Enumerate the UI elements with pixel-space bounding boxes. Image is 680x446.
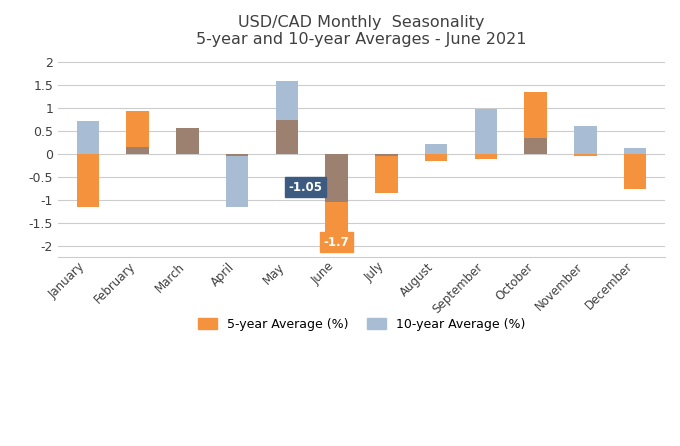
Bar bbox=[176, 128, 199, 154]
Bar bbox=[226, 154, 248, 157]
Bar bbox=[425, 144, 447, 154]
Bar bbox=[524, 92, 547, 154]
Bar bbox=[77, 154, 99, 207]
Bar bbox=[326, 154, 347, 232]
Bar bbox=[425, 154, 447, 161]
Text: -1.05: -1.05 bbox=[289, 181, 323, 194]
Bar bbox=[226, 154, 248, 207]
Bar bbox=[524, 138, 547, 154]
Text: -1.7: -1.7 bbox=[324, 235, 350, 249]
Bar bbox=[574, 126, 596, 154]
Bar bbox=[574, 154, 596, 157]
Bar bbox=[176, 128, 199, 154]
Bar bbox=[275, 120, 298, 154]
Bar bbox=[375, 154, 398, 157]
Bar bbox=[624, 154, 647, 189]
Legend: 5-year Average (%), 10-year Average (%): 5-year Average (%), 10-year Average (%) bbox=[193, 313, 530, 336]
Bar bbox=[326, 154, 347, 202]
Bar bbox=[375, 154, 398, 193]
Bar bbox=[126, 111, 149, 154]
Bar bbox=[475, 109, 497, 154]
Bar bbox=[126, 147, 149, 154]
Bar bbox=[77, 121, 99, 154]
Title: USD/CAD Monthly  Seasonality
5-year and 10-year Averages - June 2021: USD/CAD Monthly Seasonality 5-year and 1… bbox=[197, 15, 527, 47]
Bar bbox=[275, 81, 298, 154]
Bar bbox=[624, 148, 647, 154]
Bar bbox=[475, 154, 497, 159]
